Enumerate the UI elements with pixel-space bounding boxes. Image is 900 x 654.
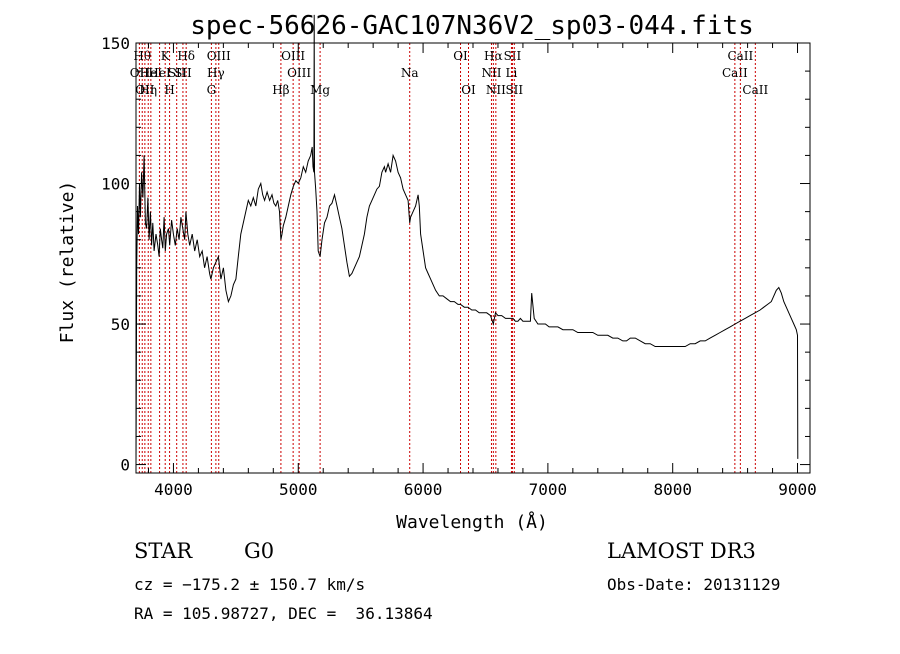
line-marker-label: Hη [139, 83, 157, 97]
object-subclass: G0 [244, 539, 275, 563]
y-tick-label: 150 [101, 34, 130, 53]
axis-ticks: 4000 5000 6000 7000 8000 9000 0 50 100 150 [101, 34, 817, 499]
line-marker-label: K [161, 49, 171, 63]
plot-frame [135, 42, 811, 474]
line-marker-label: SII [174, 66, 192, 80]
line-marker-label: OIII [207, 49, 231, 63]
line-marker-label: Mg [310, 83, 330, 97]
line-marker-label: Hβ [272, 83, 289, 97]
line-marker-label: SII [168, 66, 186, 80]
line-marker-label: CaII [727, 49, 753, 63]
line-marker-label: OIII [287, 66, 311, 80]
x-tick-label: 7000 [529, 480, 568, 499]
line-marker-label: NII [481, 66, 501, 80]
line-marker-label: Hθ [133, 49, 151, 63]
line-marker-label: OI [461, 83, 476, 97]
chart-title: spec-56626-GAC107N36V2_sp03-044.fits [190, 11, 754, 41]
line-marker-label: Hδ [177, 49, 195, 63]
line-marker-label: NII [486, 83, 506, 97]
line-marker-label: Li [506, 66, 518, 80]
object-class: STAR [134, 539, 193, 563]
y-tick-label: 50 [111, 315, 130, 334]
line-marker-label: Na [401, 66, 419, 80]
x-tick-label: 8000 [653, 480, 692, 499]
line-marker-label: CaII [742, 83, 768, 97]
redshift-value: cz = −175.2 ± 150.7 km/s [134, 575, 366, 594]
y-axis-label: Flux (relative) [57, 181, 78, 344]
x-tick-label: 5000 [279, 480, 318, 499]
line-marker-label: SII [505, 83, 523, 97]
line-marker-label: HeI [140, 66, 163, 80]
survey-name: LAMOST DR3 [607, 539, 756, 563]
line-marker-label: OIII [281, 49, 305, 63]
spectrum-group [135, 14, 799, 465]
line-marker-label: G [207, 83, 217, 97]
line-marker-label: Hγ [207, 66, 225, 80]
y-tick-label: 0 [120, 456, 130, 475]
line-marker-label: OII [135, 83, 155, 97]
line-marker-label: CaII [722, 66, 748, 80]
x-axis-label: Wavelength (Å) [396, 511, 548, 533]
line-marker-label: OI [453, 49, 468, 63]
x-tick-label: 9000 [778, 480, 817, 499]
observation-date: Obs-Date: 20131129 [607, 575, 781, 594]
coordinates: RA = 105.98727, DEC = 36.13864 [134, 604, 433, 623]
line-marker-label: H [164, 83, 174, 97]
spectrum-line [135, 14, 799, 465]
line-marker-label: SII [504, 49, 522, 63]
line-marker-label: Hα [484, 49, 503, 63]
x-tick-label: 4000 [154, 480, 193, 499]
x-tick-label: 6000 [404, 480, 443, 499]
line-marker-group: OIIHθOIIHηHeIHeIKHSIIHδSIIGHγOIIIHβOIIIO… [130, 43, 768, 473]
y-tick-label: 100 [101, 175, 130, 194]
